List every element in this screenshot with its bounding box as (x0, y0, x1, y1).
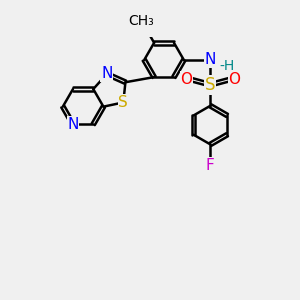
Text: N: N (205, 52, 216, 68)
Text: O: O (228, 72, 240, 87)
Text: N: N (101, 67, 112, 82)
Text: F: F (206, 158, 215, 173)
Text: S: S (205, 76, 216, 94)
Text: CH₃: CH₃ (129, 14, 154, 28)
Text: O: O (180, 72, 192, 87)
Text: S: S (118, 95, 128, 110)
Text: N: N (67, 117, 79, 132)
Text: -H: -H (220, 59, 235, 74)
